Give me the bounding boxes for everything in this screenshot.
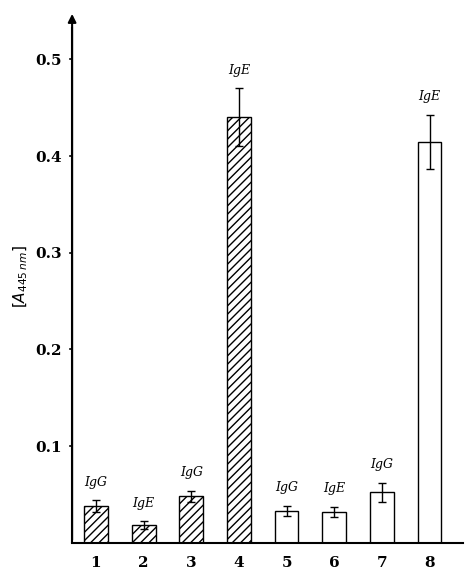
Text: IgG: IgG: [275, 482, 298, 494]
Text: IgE: IgE: [419, 90, 441, 103]
Text: IgE: IgE: [133, 497, 155, 510]
Text: IgG: IgG: [370, 458, 393, 471]
Bar: [418, 142, 441, 543]
Bar: [274, 511, 299, 543]
Text: IgE: IgE: [228, 64, 250, 77]
Bar: [132, 525, 155, 543]
Bar: [227, 117, 251, 543]
Y-axis label: $[A_{445\,nm}]$: $[A_{445\,nm}]$: [11, 246, 29, 309]
Bar: [322, 512, 346, 543]
Text: IgE: IgE: [323, 482, 345, 496]
Bar: [84, 506, 108, 543]
Bar: [179, 496, 203, 543]
Text: IgG: IgG: [84, 476, 108, 489]
Bar: [370, 493, 394, 543]
Text: IgG: IgG: [180, 466, 203, 479]
